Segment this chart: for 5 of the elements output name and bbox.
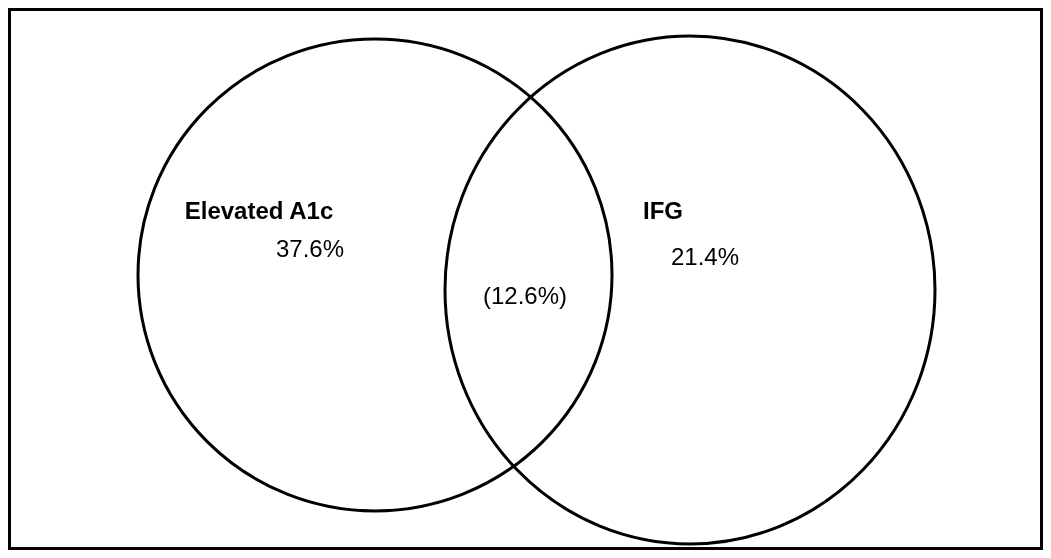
category-label: IFG xyxy=(643,196,683,224)
category-label: Elevated A1c xyxy=(184,196,334,224)
data-label: 21.4% xyxy=(670,242,740,270)
data-label: 37.6% xyxy=(275,234,345,262)
data-label: (12.6%) xyxy=(482,281,568,309)
